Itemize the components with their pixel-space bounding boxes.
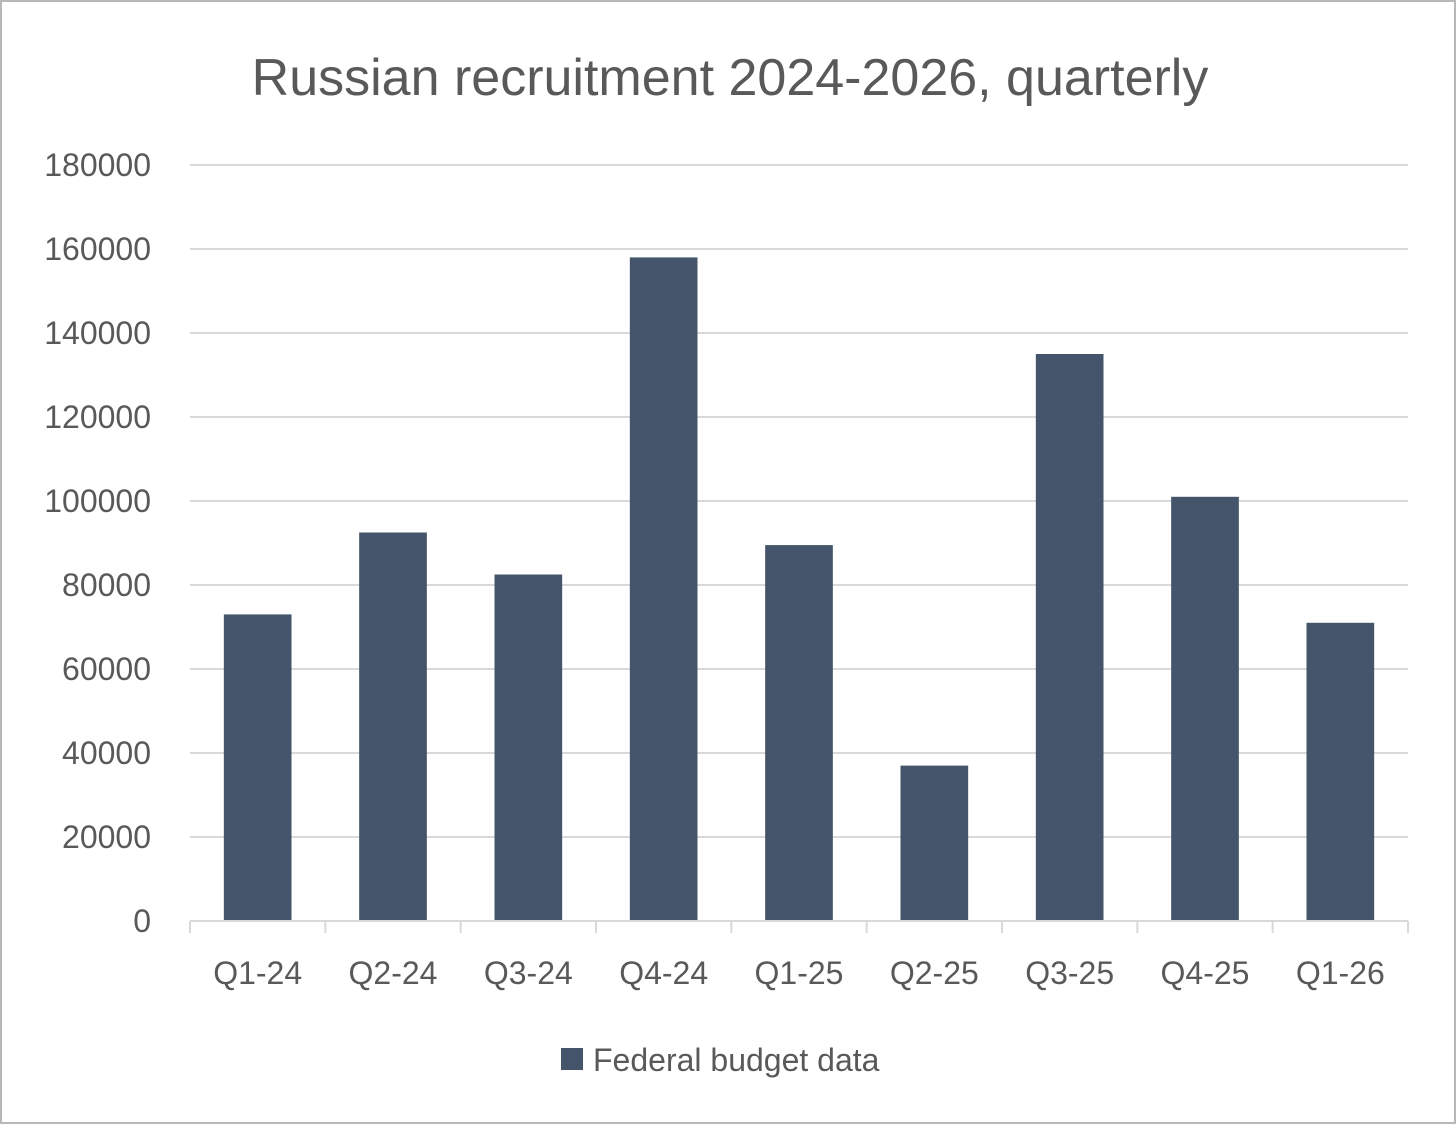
bar-q2-25 bbox=[900, 765, 969, 921]
x-tick-label: Q3-25 bbox=[1025, 955, 1114, 991]
y-tick-label: 0 bbox=[133, 903, 151, 939]
x-tick-label: Q1-25 bbox=[755, 955, 844, 991]
y-tick-label: 80000 bbox=[62, 567, 151, 603]
bars bbox=[223, 257, 1375, 921]
y-tick-label: 60000 bbox=[62, 651, 151, 687]
bar-q1-24 bbox=[223, 614, 292, 921]
x-axis bbox=[189, 920, 1409, 933]
bar-q3-25 bbox=[1035, 354, 1104, 921]
x-tick-label: Q4-24 bbox=[619, 955, 708, 991]
y-tick-label: 100000 bbox=[44, 483, 151, 519]
chart-title: Russian recruitment 2024-2026, quarterly bbox=[252, 49, 1209, 107]
legend: Federal budget data bbox=[561, 1042, 880, 1078]
x-tick-label: Q2-25 bbox=[890, 955, 979, 991]
y-tick-label: 160000 bbox=[44, 231, 151, 267]
y-tick-label: 140000 bbox=[44, 315, 151, 351]
y-axis-tick-labels: 0 20000 40000 60000 80000 100000 120000 140000 1… bbox=[44, 147, 151, 939]
y-tick-label: 120000 bbox=[44, 399, 151, 435]
bar-q1-26 bbox=[1306, 622, 1375, 921]
y-tick-label: 180000 bbox=[44, 147, 151, 183]
y-tick-label: 40000 bbox=[62, 735, 151, 771]
bar-q2-24 bbox=[359, 532, 427, 921]
x-tick-label: Q4-25 bbox=[1161, 955, 1250, 991]
x-tick-label: Q1-26 bbox=[1296, 955, 1385, 991]
x-axis-tick-labels: Q1-24 Q2-24 Q3-24 Q4-24 Q1-25 Q2-25 Q3-25 Q4-25… bbox=[213, 955, 1385, 991]
bar-q4-25 bbox=[1171, 496, 1239, 921]
x-tick-label: Q3-24 bbox=[484, 955, 573, 991]
legend-label: Federal budget data bbox=[593, 1042, 880, 1078]
x-tick-label: Q1-24 bbox=[213, 955, 302, 991]
x-tick-label: Q2-24 bbox=[349, 955, 438, 991]
bar-q4-24 bbox=[629, 257, 698, 921]
y-tick-label: 20000 bbox=[62, 819, 151, 855]
bar-q1-25 bbox=[765, 545, 833, 921]
legend-swatch bbox=[561, 1048, 583, 1070]
bar-q3-24 bbox=[494, 574, 563, 921]
